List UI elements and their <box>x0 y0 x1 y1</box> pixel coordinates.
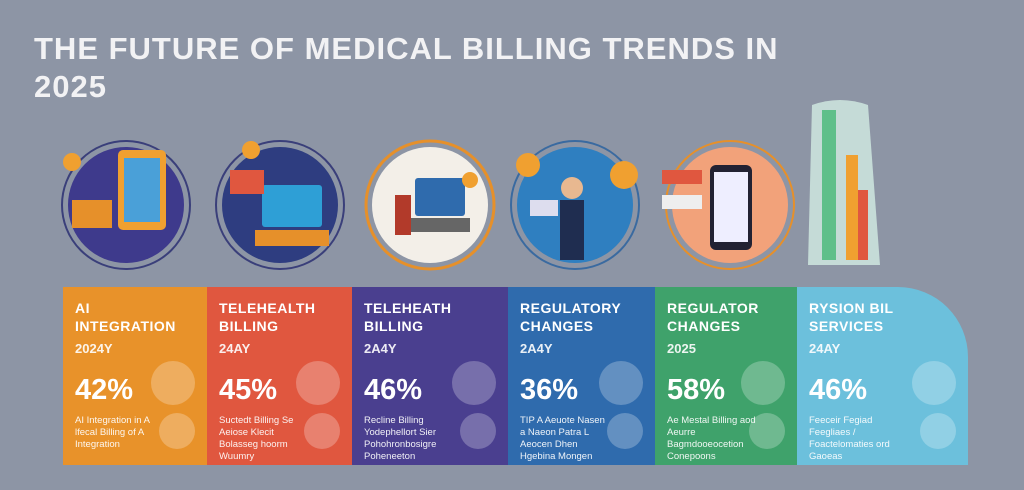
panel-title: AI INTEGRATION <box>75 300 176 334</box>
illustration-chart <box>808 100 880 265</box>
panel-percent: 42% <box>75 374 134 406</box>
panel-percent: 45% <box>219 374 278 406</box>
panel-icon <box>151 361 195 405</box>
panel-title: REGULATOR CHANGES <box>667 300 759 334</box>
panel-icon <box>304 413 340 449</box>
panel-percent: 58% <box>667 374 726 406</box>
panel: AI INTEGRATION 2024Y 42% AI Integration in … <box>63 287 207 465</box>
panel-year: 2024Y <box>75 341 113 356</box>
illustration-regulatory <box>510 140 640 270</box>
panel-icon <box>741 361 785 405</box>
illustration-telehealth <box>215 140 345 270</box>
panel: REGULATOR CHANGES 2025 58% Ae Mestal Billin… <box>655 287 797 465</box>
illustration-mobile <box>662 140 795 270</box>
panel-icon <box>749 413 785 449</box>
panel-description: Ae Mestal Billing aod Aeurre Bagmdooeoce… <box>667 415 756 462</box>
panel-description: TIP A Aeuote Nasen a Naeon Patra L Aeoce… <box>520 415 605 462</box>
panel-description: Suctedt Billing Se Aeiose Klecit Bolasse… <box>219 415 294 462</box>
panel-icon <box>159 413 195 449</box>
panel-year: 2A4Y <box>520 341 553 356</box>
illustration-billing <box>364 139 496 271</box>
panel-year: 24AY <box>219 341 251 356</box>
illustrations <box>61 100 880 271</box>
panel-title: RYSION BIL SERVICES <box>809 300 894 334</box>
panel-icon <box>607 413 643 449</box>
panels: AI INTEGRATION 2024Y 42% AI Integration in … <box>63 287 968 465</box>
panel: REGULATORY CHANGES 2A4Y 36% TIP A Aeuote Na… <box>508 287 655 465</box>
panel-title: REGULATORY CHANGES <box>520 300 621 334</box>
panel-percent: 36% <box>520 374 579 406</box>
panel-title: TELEHEALTH BILLING <box>219 300 316 334</box>
panel-year: 24AY <box>809 341 841 356</box>
panel-description: AI Integration in A lfecal Billing of A … <box>75 415 150 450</box>
panel-icon <box>912 361 956 405</box>
panel: RYSION BIL SERVICES 24AY 46% Feeceir Fegiad… <box>797 287 968 465</box>
illustration-ai <box>61 140 191 270</box>
panel-icon <box>599 361 643 405</box>
panel-icon <box>920 413 956 449</box>
panel-year: 2025 <box>667 341 696 356</box>
panel-icon <box>460 413 496 449</box>
panel-year: 2A4Y <box>364 341 397 356</box>
panel-percent: 46% <box>364 374 423 406</box>
title: THE FUTURE OF MEDICAL BILLING TRENDS IN … <box>34 31 779 104</box>
panel-description: Recline Billing Yodephellort Sier Pohohr… <box>364 415 437 462</box>
panel-icon <box>452 361 496 405</box>
panel: TELEHEATH BILLING 2A4Y 46% Recline Billing … <box>352 287 508 465</box>
panel-percent: 46% <box>809 374 868 406</box>
panel-icon <box>296 361 340 405</box>
panel: TELEHEALTH BILLING 24AY 45% Suctedt Billing… <box>207 287 352 465</box>
panel-title: TELEHEATH BILLING <box>364 300 452 334</box>
panel-description: Feeceir Fegiad Feegliaes / Foactelomatie… <box>809 415 890 462</box>
